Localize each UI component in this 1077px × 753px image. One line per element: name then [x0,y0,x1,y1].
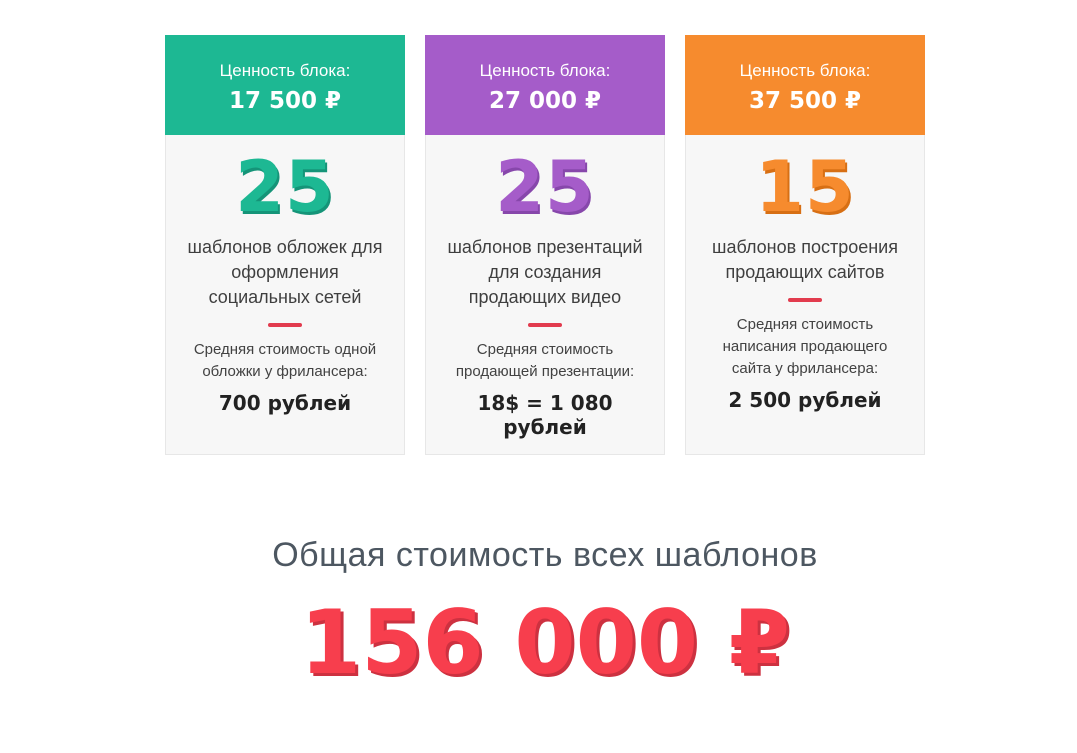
card-body: 25 шаблонов обложек для оформления социа… [165,135,405,455]
card-header-value: 17 500 ₽ [228,87,342,114]
total-summary-title: Общая стоимость всех шаблонов [272,536,818,574]
card-cost-note: Средняя стоимость написания продающего с… [722,315,888,377]
total-summary-section: Общая стоимость всех шаблонов 156 000 ₽ [165,536,925,687]
value-cards-row: Ценность блока: 17 500 ₽ 25 шаблонов обл… [165,35,925,455]
card-header: Ценность блока: 17 500 ₽ [165,35,405,135]
card-header-label: Ценность блока: [479,60,611,80]
red-divider [268,322,302,327]
card-description: шаблонов обложек для оформления социальн… [187,236,383,307]
red-divider [788,297,822,302]
red-divider [528,322,562,327]
card-body: 25 шаблонов презентаций для создания про… [425,135,665,455]
card-description: шаблонов построения продающих сайтов [712,236,898,282]
card-header: Ценность блока: 27 000 ₽ [425,35,665,135]
card-count: 25 [495,146,595,228]
card-cost-note: Средняя стоимость одной обложки у фрилан… [193,340,377,380]
card-cost-value: 18$ = 1 080 рублей [477,390,613,439]
value-card-covers: Ценность блока: 17 500 ₽ 25 шаблонов обл… [165,35,405,455]
card-count: 25 [235,146,335,228]
card-header: Ценность блока: 37 500 ₽ [685,35,925,135]
card-count: 15 [755,146,855,228]
card-header-label: Ценность блока: [219,60,351,80]
card-body: 15 шаблонов построения продающих сайтов … [685,135,925,455]
card-header-label: Ценность блока: [739,60,871,80]
value-card-websites: Ценность блока: 37 500 ₽ 15 шаблонов пос… [685,35,925,455]
card-cost-value: 2 500 рублей [728,387,882,412]
card-cost-note: Средняя стоимость продающей презентации: [455,340,635,380]
card-cost-value: 700 рублей [218,390,352,415]
card-header-value: 37 500 ₽ [748,87,862,114]
total-amount: 156 000 ₽ [300,591,790,694]
value-card-presentations: Ценность блока: 27 000 ₽ 25 шаблонов пре… [425,35,665,455]
card-header-value: 27 000 ₽ [488,87,602,114]
card-description: шаблонов презентаций для создания продаю… [447,236,643,307]
